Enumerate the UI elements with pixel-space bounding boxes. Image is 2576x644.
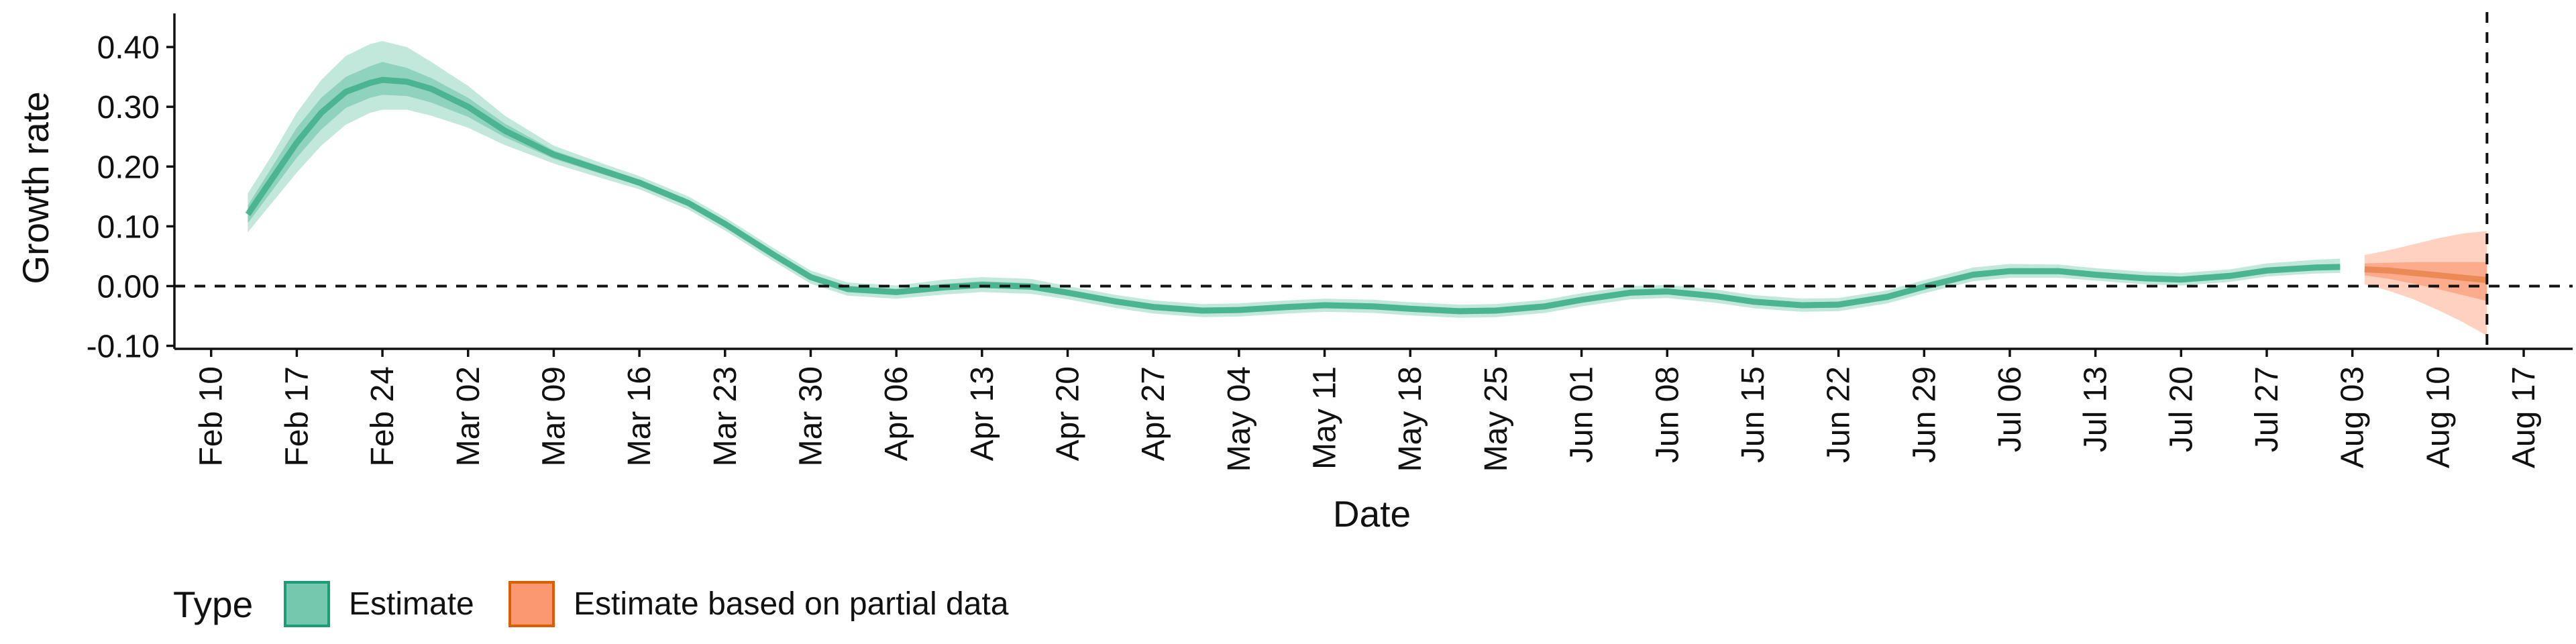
series-bands xyxy=(248,41,2487,336)
x-tick-label: Jun 01 xyxy=(1564,366,1600,463)
x-tick-label: Aug 10 xyxy=(2420,366,2456,468)
legend-label-estimate: Estimate xyxy=(349,586,474,622)
y-tick-label: 0.10 xyxy=(97,209,160,245)
x-tick-label: Apr 13 xyxy=(965,366,1000,461)
x-axis-ticks: Feb 10 Feb 17 Feb 24 Mar 02 Mar 09 Mar 16 Mar … xyxy=(194,349,2542,472)
x-tick-label: May 04 xyxy=(1222,366,1257,472)
legend-swatch-partial-data xyxy=(508,581,555,627)
y-axis-title: Growth rate xyxy=(15,91,56,284)
x-tick-label: Jun 08 xyxy=(1650,366,1685,463)
x-tick-label: Mar 02 xyxy=(451,366,486,466)
median-line-estimate xyxy=(245,76,2341,315)
x-tick-label: Aug 03 xyxy=(2335,366,2371,468)
x-tick-label: Aug 17 xyxy=(2506,366,2542,468)
legend-title: Type xyxy=(173,584,253,625)
x-tick-label: May 25 xyxy=(1479,366,1514,472)
y-tick-label: -0.10 xyxy=(87,329,160,365)
x-tick-label: Feb 24 xyxy=(365,366,400,466)
x-tick-label: Apr 06 xyxy=(879,366,914,461)
band-outer-estimate xyxy=(248,41,2341,318)
series-medians xyxy=(245,76,2487,315)
x-tick-label: Mar 30 xyxy=(794,366,829,466)
x-tick-label: May 11 xyxy=(1307,366,1343,470)
x-tick-label: May 18 xyxy=(1393,366,1428,472)
y-tick-label: 0.20 xyxy=(97,150,160,185)
x-axis-title: Date xyxy=(1333,493,1411,535)
x-tick-label: Jul 13 xyxy=(2078,366,2114,452)
y-tick-label: 0.40 xyxy=(97,30,160,66)
axes xyxy=(173,13,2573,350)
x-tick-label: Jun 29 xyxy=(1907,366,1942,463)
x-tick-label: Feb 10 xyxy=(194,366,229,466)
legend: Type Estimate Estimate based on partial da… xyxy=(173,581,1009,627)
reference-lines xyxy=(174,12,2573,349)
x-tick-label: Mar 09 xyxy=(536,366,572,466)
y-axis-ticks: 0.40 0.30 0.20 0.10 0.00 -0.10 xyxy=(87,30,174,365)
x-tick-label: Jun 15 xyxy=(1735,366,1771,463)
y-tick-label: 0.00 xyxy=(97,269,160,305)
legend-swatch-estimate xyxy=(284,581,330,627)
median-line-partial-data xyxy=(2364,266,2487,283)
x-tick-label: Jul 27 xyxy=(2249,366,2285,452)
y-tick-label: 0.30 xyxy=(97,90,160,125)
x-tick-label: Jul 06 xyxy=(1992,366,2028,452)
x-tick-label: Jun 22 xyxy=(1821,366,1857,463)
x-tick-label: Feb 17 xyxy=(279,366,315,466)
x-tick-label: Mar 16 xyxy=(622,366,657,466)
legend-label-partial-data: Estimate based on partial data xyxy=(574,586,1009,622)
x-tick-label: Mar 23 xyxy=(708,366,743,466)
x-tick-label: Apr 27 xyxy=(1136,366,1171,461)
x-tick-label: Jul 20 xyxy=(2163,366,2199,452)
x-tick-label: Apr 20 xyxy=(1051,366,1086,461)
